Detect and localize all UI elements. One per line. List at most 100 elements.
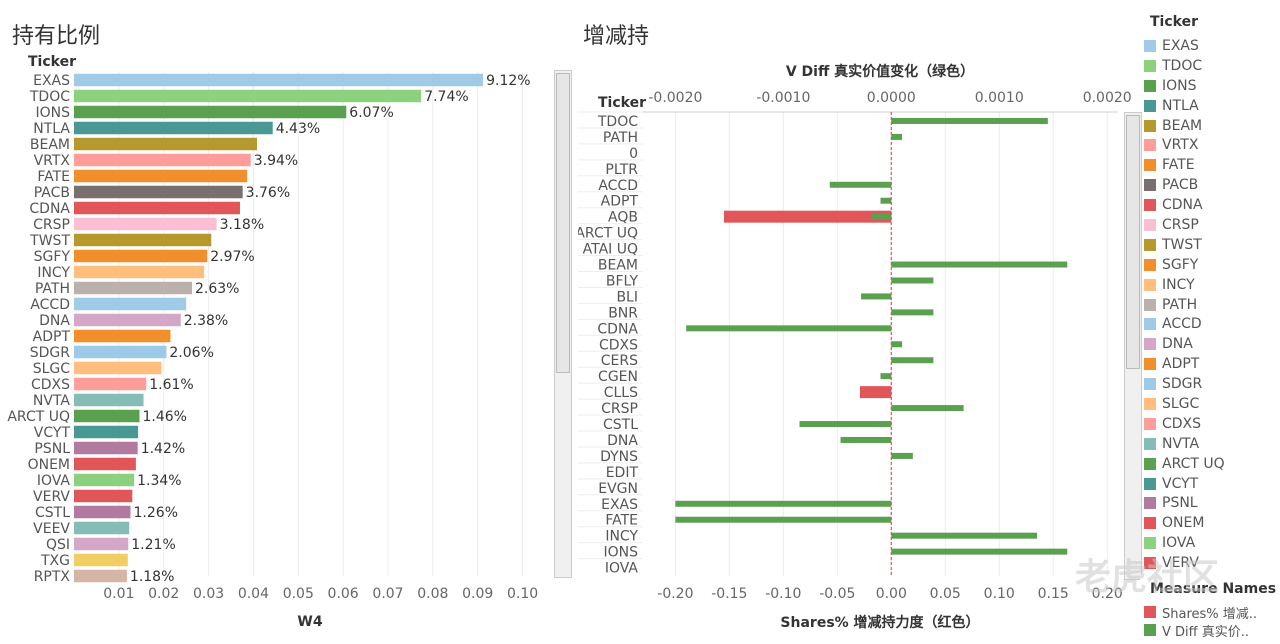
- x-tick-label: 0.10: [507, 586, 538, 602]
- legend-swatch: [1144, 338, 1156, 351]
- legend-item[interactable]: ONEM: [1140, 513, 1280, 533]
- legend-item[interactable]: VCYT: [1140, 474, 1280, 494]
- top-tick-label: 0.0010: [975, 90, 1024, 106]
- category-label: PATH: [35, 281, 70, 297]
- legend-item[interactable]: PATH: [1140, 295, 1280, 315]
- green-bar: [880, 197, 892, 204]
- legend-item[interactable]: CDXS: [1140, 414, 1280, 434]
- legend-item[interactable]: BEAM: [1140, 116, 1280, 136]
- legend-item[interactable]: PSNL: [1140, 493, 1280, 513]
- legend-item[interactable]: TWST: [1140, 235, 1280, 255]
- legend-item[interactable]: SDGR: [1140, 374, 1280, 394]
- left-chart-scrollbar[interactable]: [554, 70, 572, 578]
- x-axis-label: W4: [297, 614, 322, 630]
- category-label: BNR: [608, 305, 638, 321]
- green-bar: [840, 436, 892, 443]
- category-label: NTLA: [33, 121, 70, 137]
- bottom-axis-label: Shares% 增减持力度（红色）: [780, 614, 979, 631]
- legend-label: PATH: [1162, 296, 1198, 313]
- legend-label: DNA: [1162, 336, 1193, 353]
- legend-swatch: [1144, 119, 1156, 132]
- category-label: ATAI UQ: [583, 242, 638, 258]
- data-label: 1.26%: [134, 505, 178, 521]
- legend-label: ACCD: [1162, 316, 1202, 333]
- row-header: Ticker: [598, 95, 646, 111]
- bottom-tick-label: -0.20: [657, 586, 693, 602]
- bottom-tick-label: 0.15: [1038, 586, 1069, 602]
- data-label: 1.46%: [142, 409, 186, 425]
- bar: [74, 473, 135, 487]
- bar: [74, 89, 422, 103]
- right-chart-scrollbar[interactable]: [1124, 112, 1142, 580]
- green-bar: [891, 357, 934, 364]
- legend-label: ONEM: [1162, 515, 1205, 532]
- bar: [74, 233, 212, 247]
- legend-item[interactable]: SGFY: [1140, 255, 1280, 275]
- category-label: AQB: [608, 210, 638, 226]
- green-bar: [675, 500, 892, 507]
- bar: [74, 201, 240, 215]
- legend-swatch: [1144, 179, 1156, 192]
- legend-label: IONS: [1162, 77, 1197, 94]
- category-label: CRSP: [33, 217, 70, 233]
- legend-item[interactable]: IONS: [1140, 76, 1280, 96]
- legend-swatch: [1144, 437, 1156, 450]
- legend-swatch: [1144, 278, 1156, 291]
- category-label: ONEM: [28, 457, 70, 473]
- top-tick-label: 0.0020: [1083, 90, 1132, 106]
- measure-legend-item[interactable]: Shares% 增减..: [1140, 603, 1280, 622]
- legend-label: VERV: [1162, 555, 1199, 572]
- x-tick-label: 0.01: [103, 586, 134, 602]
- legend-item[interactable]: FATE: [1140, 155, 1280, 175]
- x-tick-label: 0.02: [148, 586, 179, 602]
- legend-item[interactable]: NTLA: [1140, 96, 1280, 116]
- legend-swatch: [1144, 139, 1156, 152]
- legend-item[interactable]: CDNA: [1140, 195, 1280, 215]
- row-header: Ticker: [28, 54, 76, 70]
- legend-item[interactable]: EXAS: [1140, 36, 1280, 56]
- right-scroll-thumb[interactable]: [1126, 115, 1140, 369]
- legend-item[interactable]: IOVA: [1140, 533, 1280, 553]
- category-label: QSI: [46, 537, 70, 553]
- legend-label: NTLA: [1162, 97, 1199, 114]
- bar: [74, 329, 171, 343]
- bar: [74, 313, 181, 327]
- legend-swatch: [1144, 59, 1156, 72]
- category-label: CERS: [601, 353, 638, 369]
- category-label: DNA: [39, 313, 70, 329]
- legend-label: ARCT UQ: [1162, 455, 1225, 472]
- legend-item[interactable]: ARCT UQ: [1140, 454, 1280, 474]
- data-label: 1.61%: [149, 377, 193, 393]
- legend-item[interactable]: PACB: [1140, 175, 1280, 195]
- legend-item[interactable]: VRTX: [1140, 135, 1280, 155]
- legend-item[interactable]: ACCD: [1140, 314, 1280, 334]
- category-label: FATE: [37, 169, 70, 185]
- data-label: 1.42%: [141, 441, 185, 457]
- bottom-tick-label: -0.10: [765, 586, 801, 602]
- green-bar: [891, 117, 1048, 124]
- legend-item[interactable]: ADPT: [1140, 354, 1280, 374]
- legend-item[interactable]: CRSP: [1140, 215, 1280, 235]
- legend-item[interactable]: SLGC: [1140, 394, 1280, 414]
- legend-swatch: [1144, 457, 1156, 470]
- category-label: INCY: [37, 265, 70, 281]
- x-tick-label: 0.09: [462, 586, 493, 602]
- legend-label: VCYT: [1162, 475, 1199, 492]
- legend-item[interactable]: INCY: [1140, 275, 1280, 295]
- legend-item[interactable]: VERV: [1140, 553, 1280, 573]
- left-scroll-thumb[interactable]: [556, 73, 570, 373]
- bar: [74, 569, 127, 583]
- legend-swatch: [1144, 417, 1156, 430]
- category-label: EXAS: [601, 497, 638, 513]
- legend-item[interactable]: NVTA: [1140, 434, 1280, 454]
- legend-item[interactable]: TDOC: [1140, 56, 1280, 76]
- category-label: BLI: [616, 289, 638, 305]
- measure-legend-item[interactable]: V Diff 真实价..: [1140, 621, 1280, 640]
- legend-item[interactable]: DNA: [1140, 334, 1280, 354]
- position-change-chart: V Diff 真实价值变化（绿色） -0.0020 -0.0010 0.0000 0.0…: [578, 63, 1132, 631]
- x-tick-label: 0.08: [417, 586, 448, 602]
- category-label: INCY: [605, 529, 638, 545]
- data-label: 2.38%: [184, 313, 228, 329]
- legend-swatch: [1144, 218, 1156, 231]
